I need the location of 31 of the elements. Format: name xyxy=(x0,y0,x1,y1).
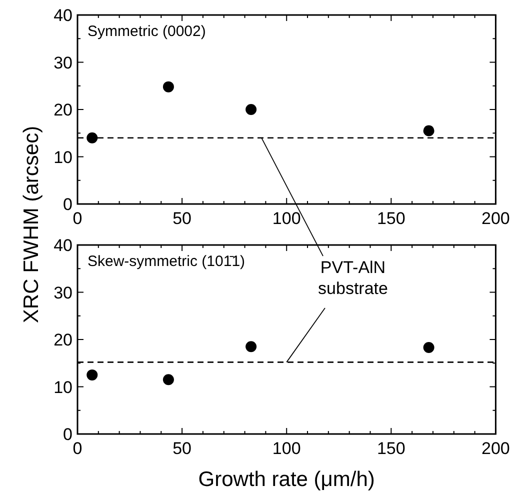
y-tick-label: 0 xyxy=(63,195,72,214)
x-tick-label: 50 xyxy=(172,439,192,458)
x-tick-label: 200 xyxy=(482,209,510,228)
annotation: PVT-AlN substrate xyxy=(318,258,388,298)
x-tick-label: 100 xyxy=(272,209,301,228)
y-tick-label: 40 xyxy=(54,6,72,25)
y-tick-label: 20 xyxy=(54,330,72,350)
y-tick-label: 30 xyxy=(54,53,72,72)
point xyxy=(162,374,174,386)
point xyxy=(246,341,257,352)
x-tick-label: 200 xyxy=(482,439,510,458)
point xyxy=(246,104,257,115)
text: Symmetric (0002) xyxy=(88,23,206,40)
point xyxy=(86,369,98,380)
y-tick-label: 0 xyxy=(63,425,72,444)
point xyxy=(162,81,174,92)
x-axis-title: Growth rate (μm/h) xyxy=(198,468,375,491)
y-tick-label: 10 xyxy=(54,378,72,397)
y-tick-label: 10 xyxy=(54,148,72,167)
x-tick-label: 150 xyxy=(376,439,406,458)
point xyxy=(423,125,434,136)
x-tick-label: 100 xyxy=(272,439,301,458)
point xyxy=(423,342,434,354)
y-axis-title: XRC FWHM (arcsec) xyxy=(20,126,43,324)
y-tick-label: 30 xyxy=(54,283,72,302)
text: Skew-symmetric (101̄1) xyxy=(88,253,246,270)
x-tick-label: 150 xyxy=(376,209,406,228)
y-tick-label: 20 xyxy=(54,100,72,120)
y-tick-label: 40 xyxy=(54,236,72,255)
x-tick-label: 50 xyxy=(172,209,192,228)
point xyxy=(86,132,98,144)
